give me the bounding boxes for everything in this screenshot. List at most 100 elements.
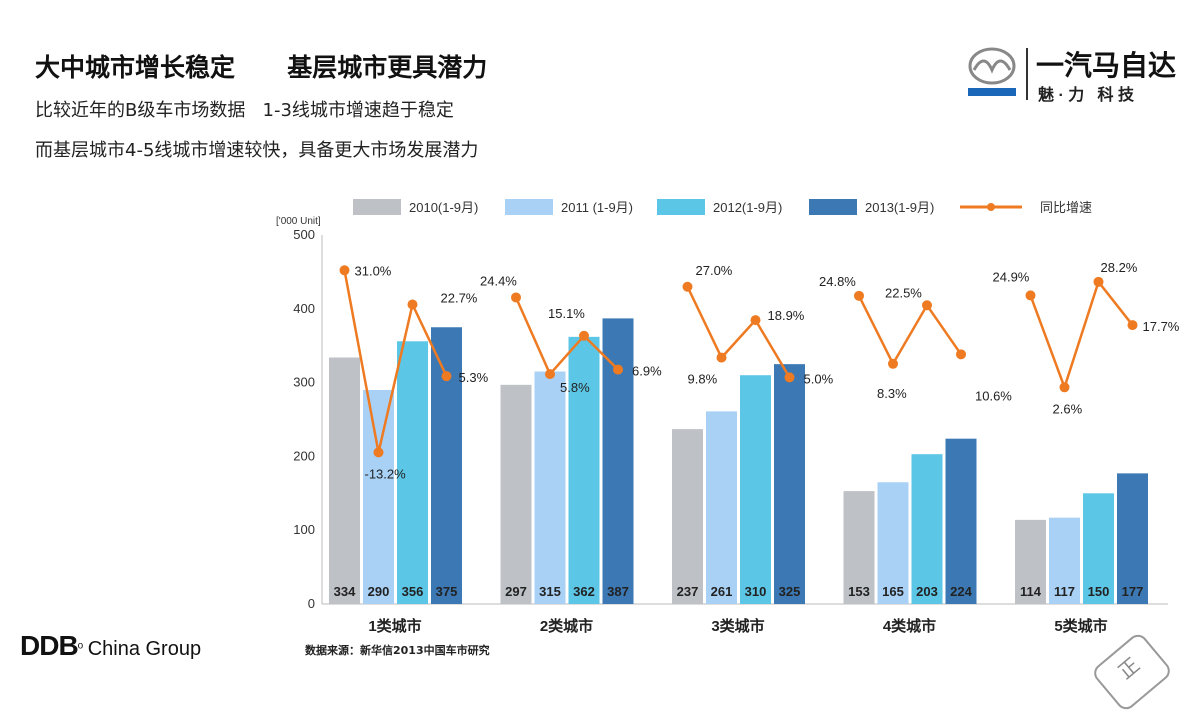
bar bbox=[945, 438, 977, 604]
bar bbox=[568, 336, 600, 604]
bar bbox=[397, 341, 428, 604]
bar bbox=[706, 411, 737, 604]
growth-label: 28.2% bbox=[1101, 260, 1138, 275]
growth-point bbox=[407, 299, 418, 310]
legend-swatch bbox=[809, 199, 857, 215]
growth-label: 17.7% bbox=[1143, 319, 1180, 334]
category-label: 4类城市 bbox=[883, 617, 936, 635]
growth-line bbox=[514, 296, 619, 377]
page-title: 大中城市增长稳定 基层城市更具潜力 bbox=[35, 53, 488, 82]
growth-point bbox=[1059, 382, 1070, 393]
faw-mazda-logo: 一汽马自达 魅 · 力 科 技 bbox=[960, 40, 1200, 110]
growth-point bbox=[682, 281, 693, 292]
growth-label: 5.3% bbox=[459, 370, 489, 385]
y-tick-label: 300 bbox=[293, 375, 315, 390]
unit-label: ['000 Unit] bbox=[276, 216, 321, 227]
growth-label: 22.5% bbox=[885, 285, 922, 300]
growth-point bbox=[441, 371, 452, 382]
growth-label: 9.8% bbox=[688, 372, 718, 387]
bar-value-label: 297 bbox=[505, 584, 527, 599]
bar-value-label: 375 bbox=[436, 584, 458, 599]
bar-value-label: 237 bbox=[677, 584, 699, 599]
category-label: 3类城市 bbox=[711, 617, 764, 635]
bar bbox=[1117, 473, 1148, 604]
growth-point bbox=[1127, 320, 1138, 331]
legend-label: 2012(1-9月) bbox=[713, 200, 782, 215]
growth-label: 27.0% bbox=[696, 263, 733, 278]
bar bbox=[602, 318, 634, 604]
bar-value-label: 153 bbox=[848, 584, 870, 599]
growth-line bbox=[857, 295, 963, 367]
growth-label: 2.6% bbox=[1053, 401, 1083, 416]
growth-label: -13.2% bbox=[365, 466, 407, 481]
bar bbox=[877, 482, 909, 604]
bar-value-label: 117 bbox=[1054, 584, 1075, 599]
growth-label: 10.6% bbox=[975, 388, 1012, 403]
category-label: 5类城市 bbox=[1054, 617, 1107, 635]
subtitle-line-2: 而基层城市4-5线城市增速较快，具备更大市场发展潜力 bbox=[35, 140, 479, 161]
legend-label: 2013(1-9月) bbox=[865, 200, 934, 215]
bar bbox=[1083, 493, 1114, 604]
bar bbox=[672, 429, 703, 604]
y-tick-label: 400 bbox=[293, 301, 315, 316]
y-tick-label: 500 bbox=[293, 227, 315, 242]
bar bbox=[1015, 519, 1046, 604]
category-label: 2类城市 bbox=[540, 617, 593, 635]
category-label: 1类城市 bbox=[368, 617, 421, 635]
bar-value-label: 114 bbox=[1020, 584, 1042, 599]
legend-label: 2011 (1-9月) bbox=[561, 200, 633, 215]
growth-line bbox=[686, 286, 791, 379]
bar-value-label: 165 bbox=[882, 584, 904, 599]
logo-slogan: 魅 · 力 科 技 bbox=[1038, 85, 1135, 104]
legend-label: 同比增速 bbox=[1040, 200, 1092, 215]
growth-label: 5.8% bbox=[560, 380, 590, 395]
bar-value-label: 310 bbox=[745, 584, 767, 599]
growth-point bbox=[888, 358, 898, 369]
growth-label: 31.0% bbox=[355, 263, 392, 278]
growth-point bbox=[511, 292, 521, 303]
growth-label: 22.7% bbox=[441, 290, 478, 305]
agency-name: China Group bbox=[87, 638, 202, 660]
growth-point bbox=[854, 290, 864, 301]
bar bbox=[911, 454, 943, 604]
growth-point bbox=[545, 369, 555, 380]
subtitle-line-1: 比较近年的B级车市场数据 1-3线城市增速趋于稳定 bbox=[35, 100, 454, 121]
bar-value-label: 325 bbox=[779, 584, 801, 599]
bar-value-label: 224 bbox=[950, 584, 972, 599]
growth-point bbox=[1025, 290, 1036, 301]
growth-label: 8.3% bbox=[877, 386, 907, 401]
growth-point bbox=[956, 349, 966, 360]
data-source: 数据来源：新华信2013中国车市研究 bbox=[305, 644, 490, 657]
growth-point bbox=[579, 330, 589, 341]
bar bbox=[843, 491, 875, 604]
bar-value-label: 315 bbox=[539, 584, 561, 599]
bar bbox=[500, 384, 532, 604]
growth-point bbox=[613, 364, 623, 375]
bar-value-label: 261 bbox=[711, 584, 733, 599]
bar bbox=[363, 389, 394, 604]
bar-value-label: 387 bbox=[607, 584, 629, 599]
growth-point bbox=[922, 300, 932, 311]
bar bbox=[740, 375, 771, 604]
bar-value-label: 290 bbox=[368, 584, 390, 599]
bar-value-label: 177 bbox=[1122, 584, 1144, 599]
logo-name: 一汽马自达 bbox=[1036, 50, 1176, 81]
bar bbox=[534, 371, 566, 604]
growth-line bbox=[1029, 279, 1134, 392]
growth-label: 24.9% bbox=[993, 269, 1030, 284]
ddb-logo: DDBo China Group bbox=[20, 630, 202, 661]
legend-swatch bbox=[505, 199, 553, 215]
y-tick-label: 100 bbox=[293, 522, 315, 537]
growth-point bbox=[716, 352, 727, 363]
bar bbox=[431, 327, 462, 604]
growth-label: 15.1% bbox=[548, 306, 585, 321]
growth-label: 24.8% bbox=[819, 274, 856, 289]
legend: 2010(1-9月) 2011 (1-9月) 2012(1-9月) 2013(1-9月… bbox=[353, 199, 1092, 215]
bar bbox=[1049, 517, 1080, 604]
bar-value-label: 150 bbox=[1088, 584, 1110, 599]
growth-label: 5.0% bbox=[804, 371, 834, 386]
legend-swatch bbox=[657, 199, 705, 215]
y-tick-label: 0 bbox=[308, 596, 315, 611]
legend-label: 2010(1-9月) bbox=[409, 200, 478, 215]
bar-value-label: 334 bbox=[334, 584, 356, 599]
